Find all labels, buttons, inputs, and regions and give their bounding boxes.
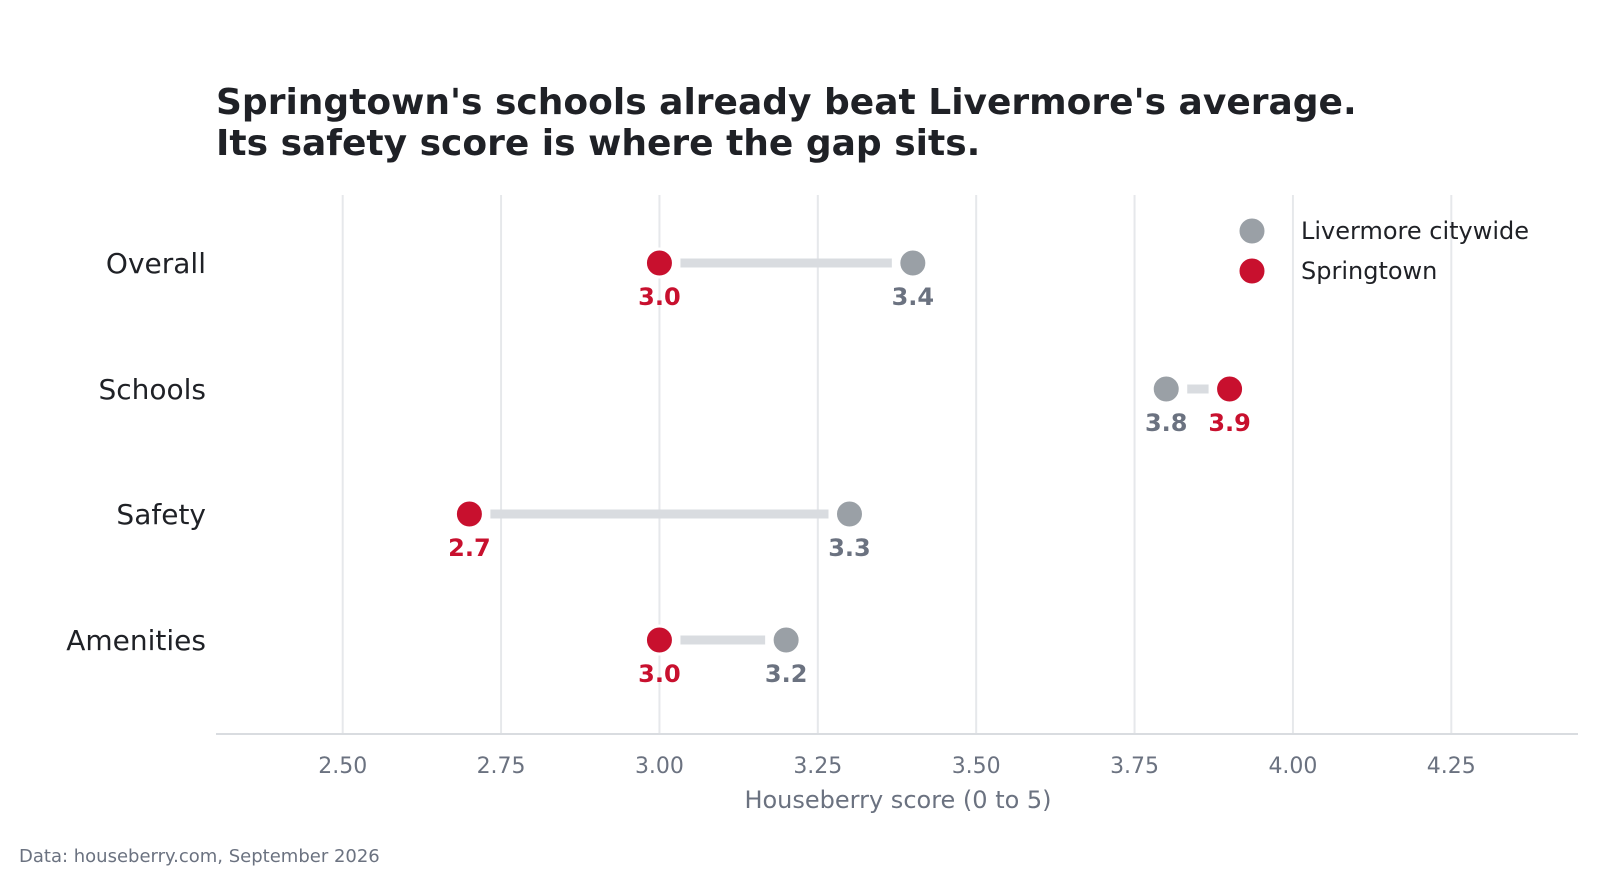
springtown-point <box>1214 373 1246 405</box>
category-label: Overall <box>106 247 206 280</box>
x-tick-label: 4.00 <box>1268 754 1317 779</box>
x-axis-title: Houseberry score (0 to 5) <box>744 786 1051 814</box>
springtown-value-label: 3.0 <box>638 283 681 311</box>
springtown-point <box>453 498 485 530</box>
category-label: Schools <box>98 373 206 406</box>
x-tick-label: 2.75 <box>477 754 526 779</box>
livermore-point <box>897 247 929 279</box>
legend: Livermore citywide Springtown <box>1236 215 1529 287</box>
livermore-value-label: 3.2 <box>765 660 808 688</box>
title-line-2: Its safety score is where the gap sits. <box>216 123 980 164</box>
plot-rows: Overall 3.4 3.0 Schools 3.8 3.9 Safety 3.3 2.7 Am… <box>66 247 1251 688</box>
livermore-point <box>770 624 802 656</box>
x-tick-label: 2.50 <box>318 754 367 779</box>
x-tick-label: 3.00 <box>635 754 684 779</box>
x-tick-label: 3.25 <box>793 754 842 779</box>
title-line-1: Springtown's schools already beat Liverm… <box>216 82 1357 123</box>
category-label: Safety <box>116 498 206 531</box>
legend-marker <box>1236 255 1268 287</box>
chart-title: Springtown's schools already beat Liverm… <box>216 82 1357 164</box>
springtown-point <box>643 624 675 656</box>
row-overall: Overall 3.4 3.0 <box>106 247 934 311</box>
row-schools: Schools 3.8 3.9 <box>98 373 1250 437</box>
springtown-value-label: 3.9 <box>1208 409 1251 437</box>
row-amenities: Amenities 3.2 3.0 <box>66 624 807 688</box>
livermore-value-label: 3.4 <box>892 283 935 311</box>
springtown-value-label: 2.7 <box>448 534 491 562</box>
row-safety: Safety 3.3 2.7 <box>116 498 870 562</box>
livermore-value-label: 3.8 <box>1145 409 1188 437</box>
legend-marker <box>1236 215 1268 247</box>
springtown-value-label: 3.0 <box>638 660 681 688</box>
gridlines <box>341 195 1453 734</box>
legend-label: Springtown <box>1301 257 1437 285</box>
x-axis: 2.50 2.75 3.00 3.25 3.50 3.75 4.00 4.25 <box>216 733 1578 779</box>
category-label: Amenities <box>66 624 206 657</box>
legend-label: Livermore citywide <box>1301 217 1529 245</box>
springtown-point <box>643 247 675 279</box>
x-tick-label: 4.25 <box>1427 754 1476 779</box>
x-tick-label: 3.50 <box>952 754 1001 779</box>
livermore-value-label: 3.3 <box>828 534 871 562</box>
livermore-point <box>833 498 865 530</box>
livermore-point <box>1150 373 1182 405</box>
x-tick-label: 3.75 <box>1110 754 1159 779</box>
source-note: Data: houseberry.com, September 2026 <box>19 846 380 867</box>
